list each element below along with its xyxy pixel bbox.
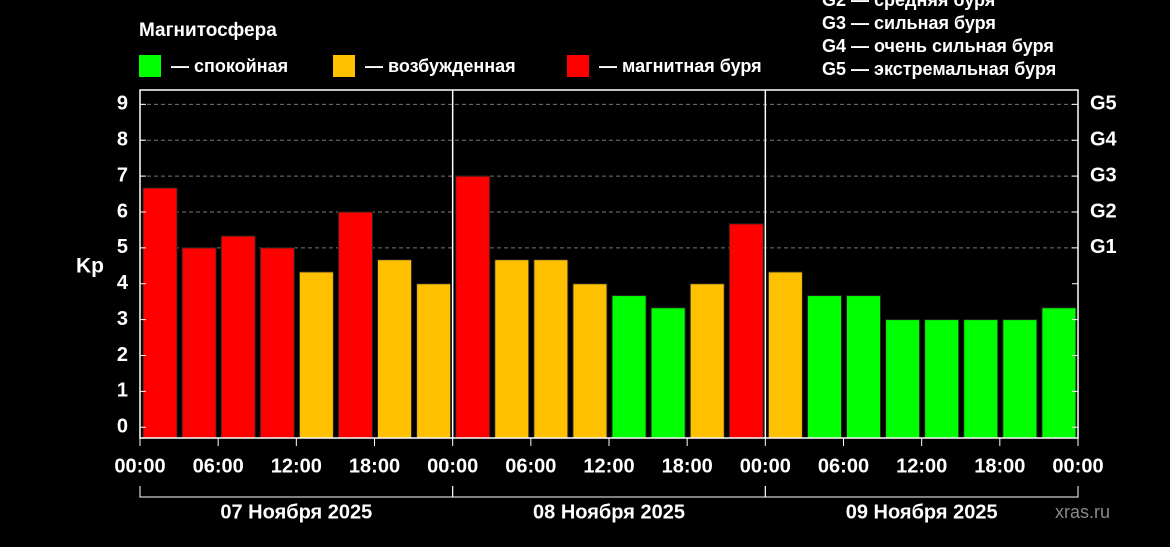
bar — [611, 295, 647, 439]
storm-scale-label: G2 — средняя буря — [822, 0, 995, 10]
bar — [650, 307, 686, 439]
y-tick-label: 7 — [117, 164, 128, 186]
day-label: 07 Ноября 2025 — [220, 501, 372, 523]
x-tick-label: 06:00 — [193, 455, 244, 477]
bar — [806, 295, 843, 439]
y2-tick-label: G4 — [1090, 129, 1118, 151]
y-axis-label: Kp — [76, 255, 104, 278]
legend-label: — спокойная — [171, 56, 288, 76]
legend-label: — возбужденная — [365, 56, 516, 76]
bar — [259, 247, 295, 439]
x-tick-label: 12:00 — [583, 455, 634, 477]
bar — [728, 223, 764, 439]
bar — [533, 259, 569, 439]
watermark: xras.ru — [1055, 502, 1110, 522]
bar — [924, 319, 960, 439]
storm-scale-label: G4 — очень сильная буря — [822, 36, 1054, 56]
bar — [1002, 319, 1038, 439]
y2-tick-label: G1 — [1090, 236, 1117, 258]
day-bracket — [452, 486, 766, 498]
legend-swatch — [139, 55, 161, 77]
y2-tick-label: G3 — [1090, 164, 1117, 186]
x-tick-label: 00:00 — [1052, 455, 1103, 477]
bar — [455, 175, 491, 439]
bar — [885, 319, 921, 439]
bar — [689, 283, 725, 439]
x-tick-label: 12:00 — [271, 455, 322, 477]
y-tick-label: 8 — [117, 129, 128, 151]
bar — [767, 271, 803, 439]
bar — [494, 259, 530, 439]
x-tick-label: 00:00 — [740, 455, 791, 477]
legend-swatch — [567, 55, 589, 77]
bar — [181, 247, 217, 439]
x-tick-label: 06:00 — [505, 455, 556, 477]
y-tick-label: 6 — [117, 200, 128, 222]
x-tick-label: 00:00 — [427, 455, 478, 477]
day-bracket — [139, 486, 454, 498]
x-tick-label: 18:00 — [662, 455, 713, 477]
legend-label: — магнитная буря — [599, 56, 762, 76]
day-bracket — [764, 486, 1079, 498]
x-tick-label: 12:00 — [896, 455, 947, 477]
legend-title: Магнитосфера — [139, 20, 277, 41]
bar — [846, 295, 882, 439]
bar — [963, 319, 999, 439]
y-tick-label: 0 — [117, 416, 128, 438]
y-tick-label: 2 — [117, 344, 128, 366]
bar — [142, 187, 178, 439]
bar — [572, 283, 608, 439]
y2-tick-label: G2 — [1090, 200, 1117, 222]
y-tick-label: 5 — [117, 236, 128, 258]
y-tick-label: 3 — [117, 308, 128, 330]
bar — [298, 271, 334, 439]
day-label: 08 Ноября 2025 — [533, 501, 685, 523]
bar — [377, 259, 413, 439]
x-tick-label: 18:00 — [974, 455, 1025, 477]
bar — [337, 211, 373, 439]
y-tick-label: 4 — [117, 272, 129, 294]
y-tick-label: 1 — [117, 380, 128, 402]
bar — [1041, 307, 1077, 439]
storm-scale-label: G3 — сильная буря — [822, 13, 996, 33]
y2-tick-label: G5 — [1090, 93, 1117, 115]
x-tick-label: 00:00 — [114, 455, 165, 477]
x-tick-label: 06:00 — [818, 455, 869, 477]
y-tick-label: 9 — [117, 93, 128, 115]
x-tick-label: 18:00 — [349, 455, 400, 477]
legend-swatch — [333, 55, 355, 77]
day-label: 09 Ноября 2025 — [846, 501, 998, 523]
storm-scale-label: G5 — экстремальная буря — [822, 59, 1056, 79]
bar — [416, 283, 452, 439]
bar — [220, 235, 256, 439]
